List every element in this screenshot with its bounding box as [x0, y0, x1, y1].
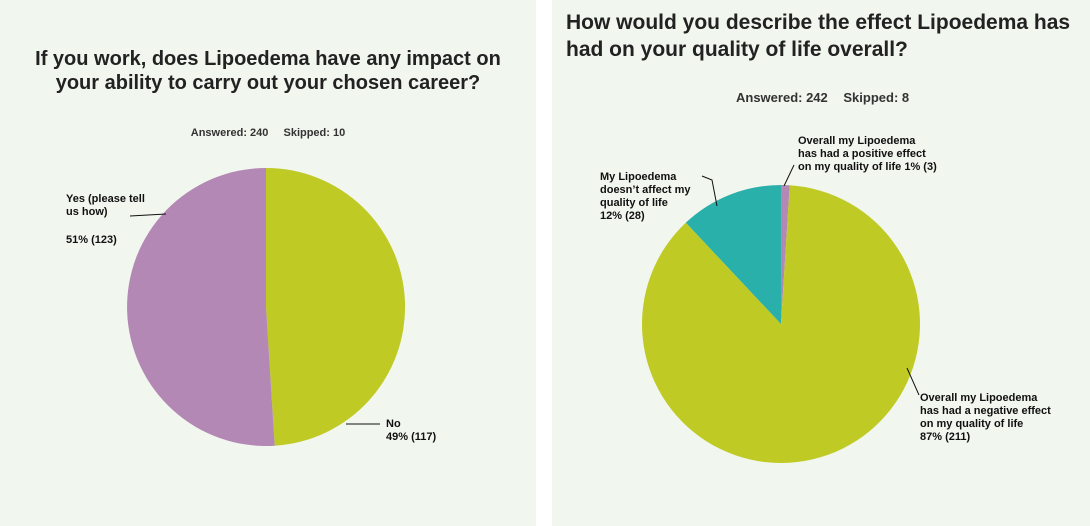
slice-label-line: Overall my Lipoedema — [920, 392, 1038, 404]
slice-value-label: 87% (211) — [920, 431, 970, 443]
skipped-count: Skipped: 8 — [843, 90, 910, 105]
slice-label-line: My Lipoedema — [600, 171, 677, 183]
slice-label-line: has had a positive effect — [798, 148, 926, 160]
slice-value-label: 12% (28) — [600, 210, 645, 222]
slice-label-line: Overall my Lipoedema — [798, 135, 916, 147]
chart-panel-quality-of-life: How would you describe the effect Lipoed… — [552, 0, 1090, 526]
chart-title: If you work, does Lipoedema have any imp… — [35, 48, 501, 94]
slice-label: Overall my Lipoedema has had a negative e… — [920, 392, 1051, 443]
slice-label: No 49% (117) — [386, 418, 436, 443]
slice-label: My Lipoedema doesn’t affect my quality of … — [600, 171, 691, 222]
chart-panel-career-impact: If you work, does Lipoedema have any imp… — [0, 0, 536, 526]
pie-slice — [642, 185, 921, 463]
slice-label-line: us how) — [66, 206, 108, 218]
leader-line — [701, 175, 718, 207]
leader-line — [783, 164, 795, 187]
slice-value-label: 51% (123) — [66, 234, 117, 246]
slice-label-line: has had a negative effect — [920, 405, 1051, 417]
slice-label-line: on my quality of life 1% (3) — [798, 161, 937, 173]
slice-label-line: Yes (please tell — [66, 193, 145, 205]
slice-value-label: 49% (117) — [386, 431, 436, 443]
leader-line — [906, 367, 920, 396]
skipped-count: Skipped: 10 — [283, 127, 346, 139]
response-counts: Answered: 242 Skipped: 8 — [730, 90, 915, 105]
pie-slice — [266, 167, 406, 446]
answered-count: Answered: 240 — [190, 127, 269, 139]
pie-slice — [781, 184, 790, 324]
pie-slice — [685, 185, 781, 324]
slice-label-line: on my quality of life — [920, 418, 1023, 430]
pie-slice — [127, 168, 275, 446]
leader-line — [129, 213, 167, 217]
slice-label: Yes (please tell us how) 51% (123) — [66, 193, 145, 246]
slice-label-line: doesn’t affect my — [600, 184, 691, 196]
slice-label: Overall my Lipoedema has had a positive e… — [798, 135, 937, 173]
answered-count: Answered: 242 — [736, 90, 828, 105]
slice-label-line: No — [386, 418, 401, 430]
response-counts: Answered: 240 Skipped: 10 — [0, 127, 536, 139]
pie-chart: Overall my Lipoedema has had a positive e… — [600, 135, 1051, 463]
pie-chart: No 49% (117) Yes (please tell us how) 51% (1… — [66, 167, 436, 446]
slice-label-line: quality of life — [600, 197, 668, 209]
chart-title: How would you describe the effect Lipoed… — [566, 11, 1071, 61]
